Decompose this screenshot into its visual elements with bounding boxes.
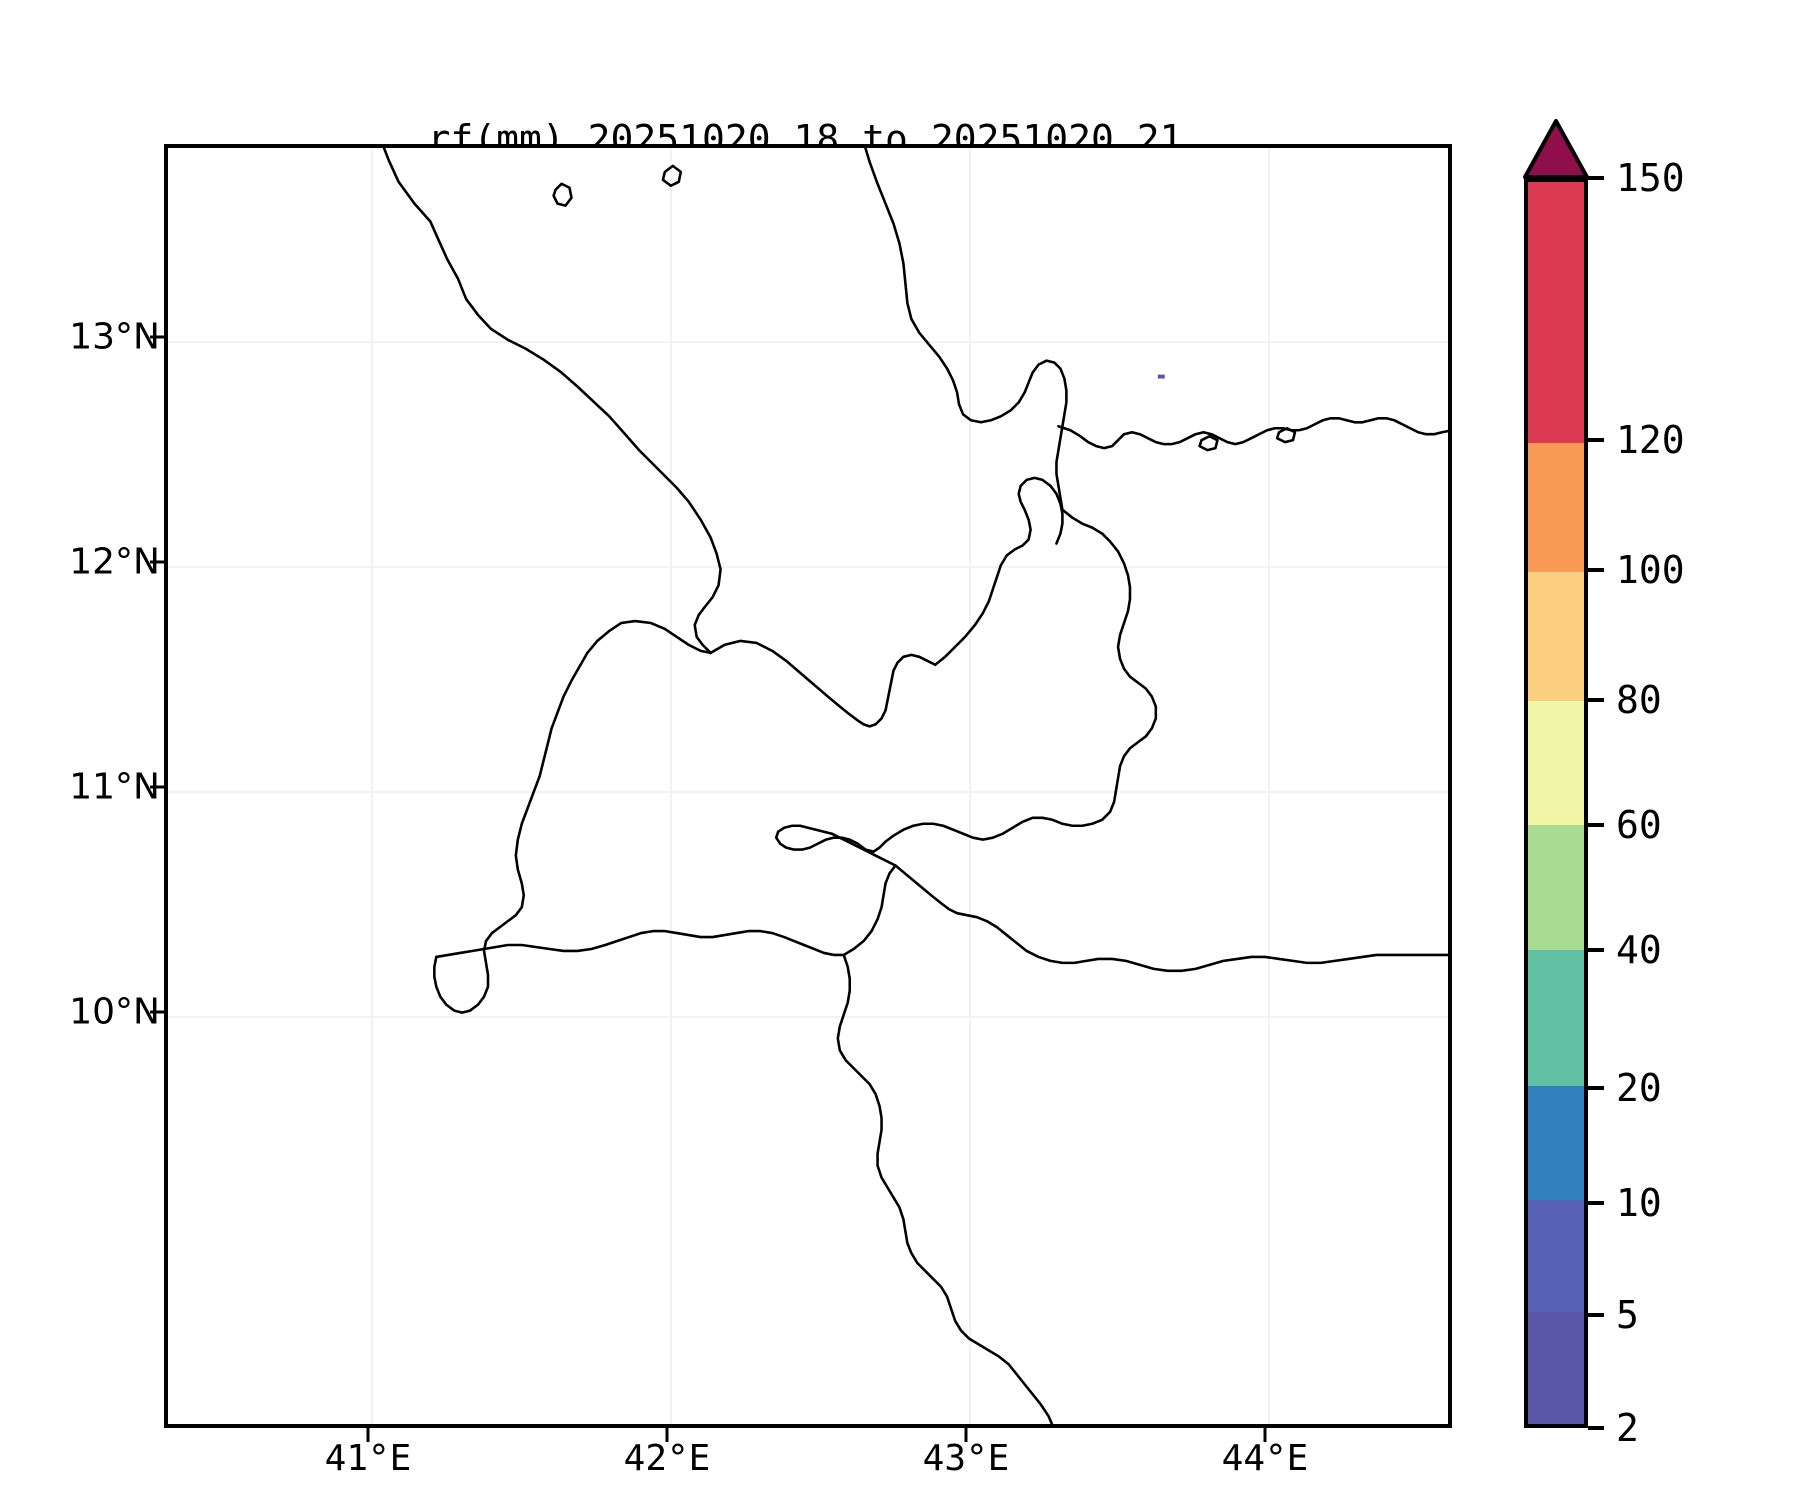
colorbar-tick-mark-10 [1588,1201,1604,1205]
colorbar-band-2-5 [1528,1312,1584,1424]
coastline-overlay [382,148,1448,1424]
xtick-mark-41e [366,1428,370,1442]
gridline-lon-44 [1268,148,1270,1424]
ytick-label-10n: 10°N [69,991,160,1033]
ytick-mark-11n [150,785,164,789]
ytick-label-11n: 11°N [69,766,160,808]
colorbar-tick-mark-2 [1588,1426,1604,1430]
xtick-mark-44e [1263,1428,1267,1442]
colorbar-band-60-80 [1528,701,1584,826]
gridline-lon-41 [371,148,373,1424]
colorbar-tick-label-5: 5 [1616,1293,1639,1337]
colorbar-band-20-40 [1528,949,1584,1087]
colorbar-tick-mark-5 [1588,1313,1604,1317]
ytick-mark-12n [150,560,164,564]
colorbar-tick-label-2: 2 [1616,1406,1639,1450]
gridline-lon-43 [969,148,971,1424]
gridline-lat-11 [168,791,1448,793]
xtick-label-41e: 41°E [324,1438,412,1479]
ytick-mark-10n [150,1010,164,1014]
map-plot-area[interactable] [164,144,1452,1428]
colorbar-band-100-120 [1528,442,1584,573]
colorbar-tick-mark-60 [1588,823,1604,827]
colorbar[interactable]: 2 5 10 20 40 60 80 100 120 150 [1523,119,1685,1450]
colorbar-tick-label-100: 100 [1616,548,1685,592]
colorbar-band-120-150 [1528,182,1584,443]
rainfall-speck [1157,374,1165,379]
colorbar-tick-label-150: 150 [1616,156,1685,200]
colorbar-tick-label-80: 80 [1616,678,1662,722]
colorbar-tick-label-120: 120 [1616,418,1685,462]
colorbar-tick-label-20: 20 [1616,1066,1662,1110]
xtick-label-42e: 42°E [623,1438,711,1479]
gridline-lat-13 [168,341,1448,343]
colorbar-tick-mark-120 [1588,438,1604,442]
colorbar-tick-label-10: 10 [1616,1181,1662,1225]
colorbar-extend-max-arrow [1523,119,1589,179]
xtick-label-43e: 43°E [922,1438,1010,1479]
colorbar-tick-mark-20 [1588,1086,1604,1090]
xtick-mark-43e [964,1428,968,1442]
xtick-mark-42e [665,1428,669,1442]
colorbar-tick-mark-100 [1588,568,1604,572]
xtick-label-44e: 44°E [1221,1438,1309,1479]
colorbar-tick-mark-80 [1588,698,1604,702]
colorbar-band-40-60 [1528,825,1584,950]
colorbar-band-5-10 [1528,1200,1584,1313]
colorbar-tick-mark-40 [1588,948,1604,952]
ytick-label-13n: 13°N [69,316,160,358]
gridline-lat-12 [168,566,1448,568]
colorbar-band-80-100 [1528,572,1584,702]
colorbar-tick-mark-150 [1588,176,1604,180]
colorbar-tick-label-60: 60 [1616,803,1662,847]
colorbar-tick-label-40: 40 [1616,928,1662,972]
ytick-label-12n: 12°N [69,541,160,583]
map-inner-canvas [168,148,1448,1424]
ytick-mark-13n [150,335,164,339]
gridline-lat-10 [168,1016,1448,1018]
colorbar-band-10-20 [1528,1086,1584,1201]
colorbar-gradient [1524,178,1588,1428]
gridline-lon-42 [670,148,672,1424]
